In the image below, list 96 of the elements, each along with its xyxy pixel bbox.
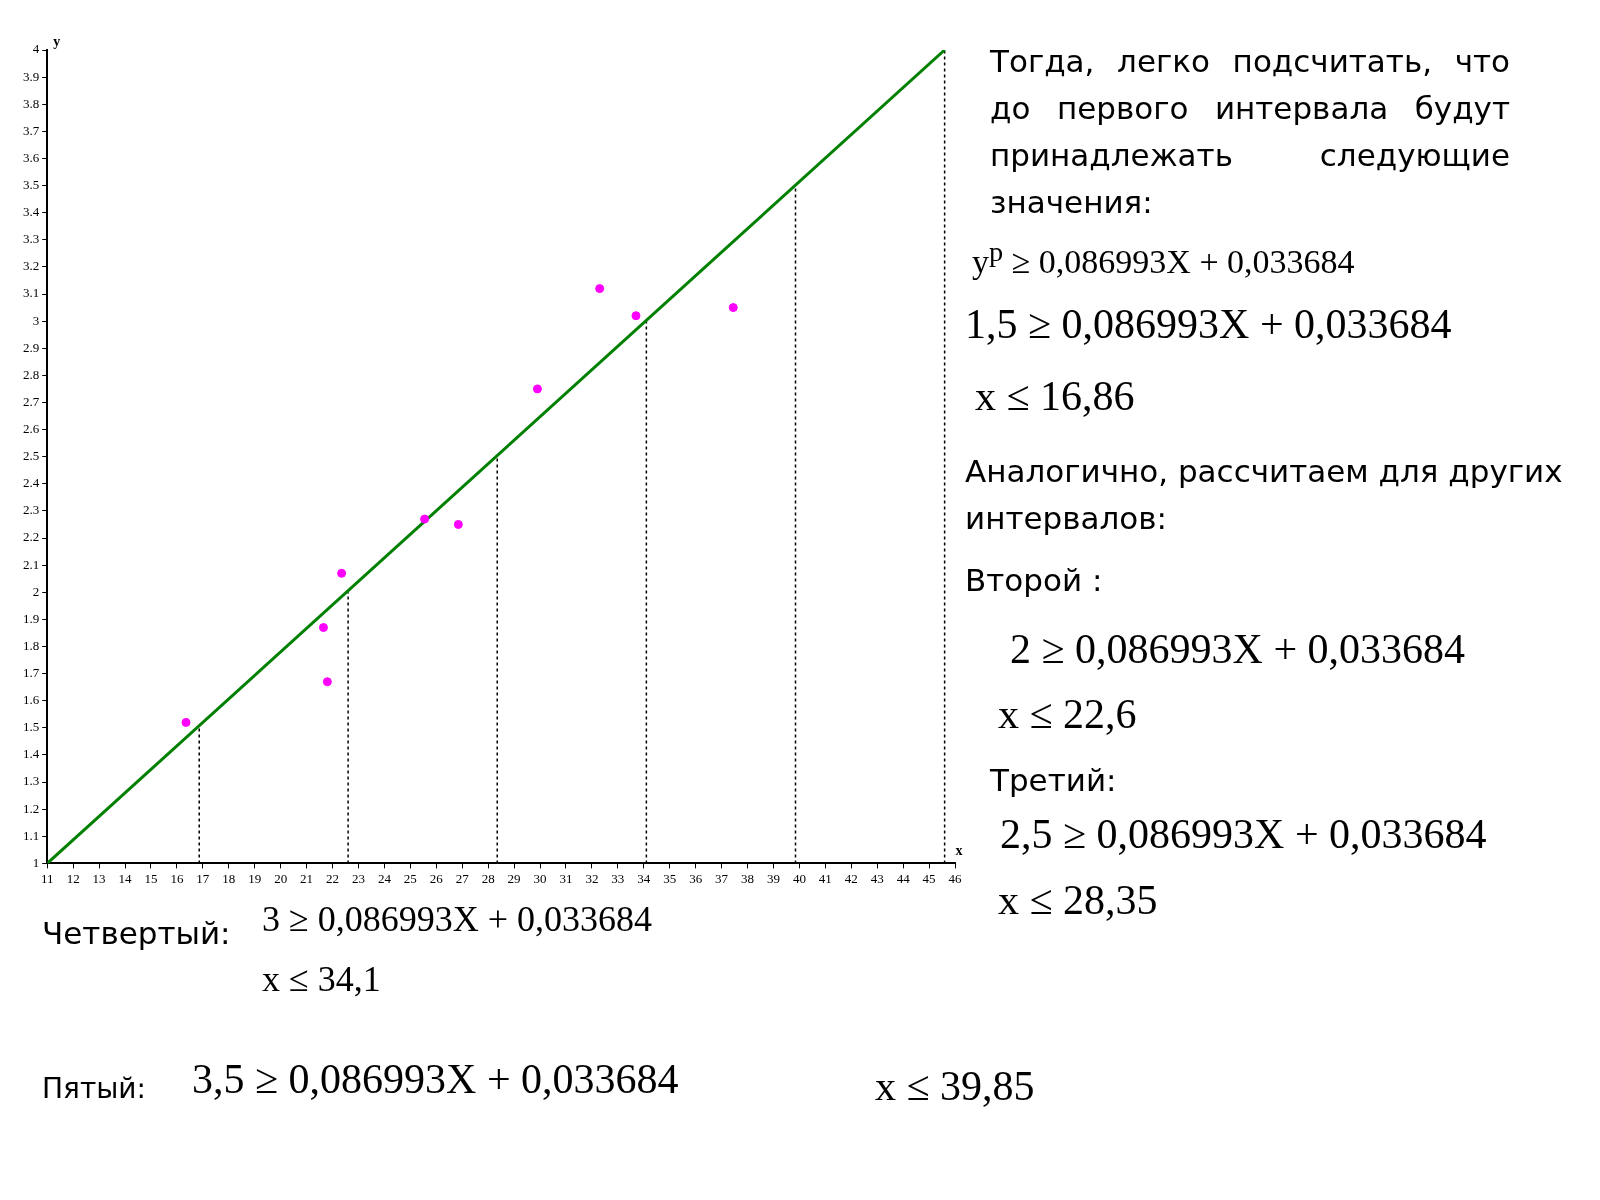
y-tick-label: 1.1: [23, 827, 40, 843]
x-tick-label: 12: [66, 870, 80, 886]
text: Четвертый:: [42, 915, 231, 951]
y-tick-label: 1.5: [23, 719, 40, 735]
point: [318, 623, 328, 633]
y-tick-label: 2.3: [23, 502, 40, 518]
x-tick-label: 23: [351, 870, 365, 886]
x-tick-label: 39: [766, 870, 780, 886]
y-tick-label: 3.1: [23, 285, 40, 301]
point: [337, 568, 347, 578]
y-tick-label: 1.3: [23, 773, 40, 789]
point: [532, 384, 542, 394]
y-tick-label: 2.5: [23, 448, 40, 464]
text: 2 ≥ 0,086993X + 0,033684: [1010, 625, 1466, 673]
y-tick-label: 4: [32, 41, 40, 57]
point: [181, 717, 191, 727]
point: [420, 514, 430, 524]
x-tick-label: 45: [922, 870, 936, 886]
y-tick-label: 2: [32, 583, 40, 599]
y-tick-label: 2.6: [23, 421, 40, 437]
x-tick-label: 42: [844, 870, 858, 886]
x-tick-label: 24: [377, 870, 392, 886]
text: x ≤ 34,1: [262, 958, 381, 1000]
text: Пятый:: [42, 1072, 146, 1105]
y-tick-label: 3.8: [23, 95, 40, 111]
point: [631, 311, 641, 321]
text: x ≤ 39,85: [875, 1062, 1035, 1110]
y-tick-label: 3.3: [23, 231, 40, 247]
x-tick-label: 36: [689, 870, 703, 886]
text: x ≤ 28,35: [998, 876, 1158, 924]
x-tick-label: 28: [481, 870, 495, 886]
y-tick-label: 3.2: [23, 258, 40, 274]
x-tick-label: 29: [507, 870, 521, 886]
y-tick-label: 1.7: [23, 665, 40, 681]
x-tick-label: 20: [274, 870, 288, 886]
x-tick-label: 16: [170, 870, 184, 886]
y-tick-label: 3: [32, 312, 40, 328]
y-tick-label: 3.9: [23, 68, 40, 84]
y-tick-label: 1.6: [23, 692, 40, 708]
point: [595, 284, 605, 294]
text: 1,5 ≥ 0,086993X + 0,033684: [965, 300, 1452, 348]
y-tick-label: 3.5: [23, 176, 40, 192]
x-tick-label: 18: [222, 870, 236, 886]
text: y$^{p}$ ≥ 0,086993X + 0,033684: [972, 236, 1355, 282]
x-tick-label: 27: [455, 870, 470, 886]
x-tick-label: 14: [118, 870, 133, 886]
y-tick-label: 1.8: [23, 637, 40, 653]
x-tick-label: 40: [792, 870, 806, 886]
text: 3 ≥ 0,086993X + 0,033684: [262, 898, 653, 940]
x-tick-label: 41: [818, 870, 832, 886]
x-tick-label: 13: [92, 870, 106, 886]
y-tick-label: 2.2: [23, 529, 40, 545]
y-tick-label: 1.4: [23, 746, 40, 762]
x-axis-title: x: [955, 843, 963, 859]
x-tick-label: 38: [741, 870, 755, 886]
x-tick-label: 21: [300, 870, 314, 886]
x-tick-label: 35: [663, 870, 677, 886]
x-tick-label: 33: [611, 870, 625, 886]
point: [322, 677, 332, 687]
y-tick-label: 2.8: [23, 366, 40, 382]
x-tick-label: 34: [637, 870, 651, 886]
x-tick-label: 17: [196, 870, 210, 886]
x-tick-label: 15: [144, 870, 158, 886]
y-tick-label: 2.4: [23, 475, 40, 491]
y-axis-title: y: [53, 34, 61, 49]
text: Третий:: [990, 762, 1117, 798]
x-tick-label: 25: [403, 870, 417, 886]
x-tick-label: 26: [429, 870, 444, 886]
y-tick-label: 1: [32, 854, 40, 870]
x-tick-label: 43: [870, 870, 884, 886]
y-tick-label: 3.4: [23, 204, 40, 220]
text: x ≤ 22,6: [998, 690, 1137, 738]
x-tick-label: 32: [585, 870, 599, 886]
point: [728, 303, 738, 313]
text: 2,5 ≥ 0,086993X + 0,033684: [1000, 810, 1487, 858]
x-tick-label: 37: [715, 870, 729, 886]
y-tick-label: 2.7: [23, 393, 40, 409]
text: 3,5 ≥ 0,086993X + 0,033684: [192, 1055, 679, 1103]
y-tick-label: 2.9: [23, 339, 40, 355]
x-tick-label: 46: [948, 870, 962, 886]
text: Аналогично, рассчитаем для других интервалов:: [965, 452, 1564, 538]
y-tick-label: 1.2: [23, 800, 40, 816]
x-tick-label: 44: [896, 870, 911, 886]
x-tick-label: 31: [559, 870, 573, 886]
text: Второй :: [965, 562, 1103, 598]
point: [453, 519, 463, 529]
x-tick-label: 30: [533, 870, 547, 886]
text: x ≤ 16,86: [975, 372, 1135, 420]
y-tick-label: 1.9: [23, 610, 40, 626]
y-tick-label: 2.1: [23, 556, 40, 572]
x-tick-label: 19: [248, 870, 262, 886]
text: Тогда, легко подсчитать, что до первого интервала будут принадлежать следующие значения:: [990, 42, 1510, 222]
x-tick-label: 11: [40, 870, 54, 886]
y-tick-label: 3.6: [23, 149, 40, 165]
x-tick-label: 22: [326, 870, 340, 886]
y-tick-label: 3.7: [23, 122, 40, 138]
